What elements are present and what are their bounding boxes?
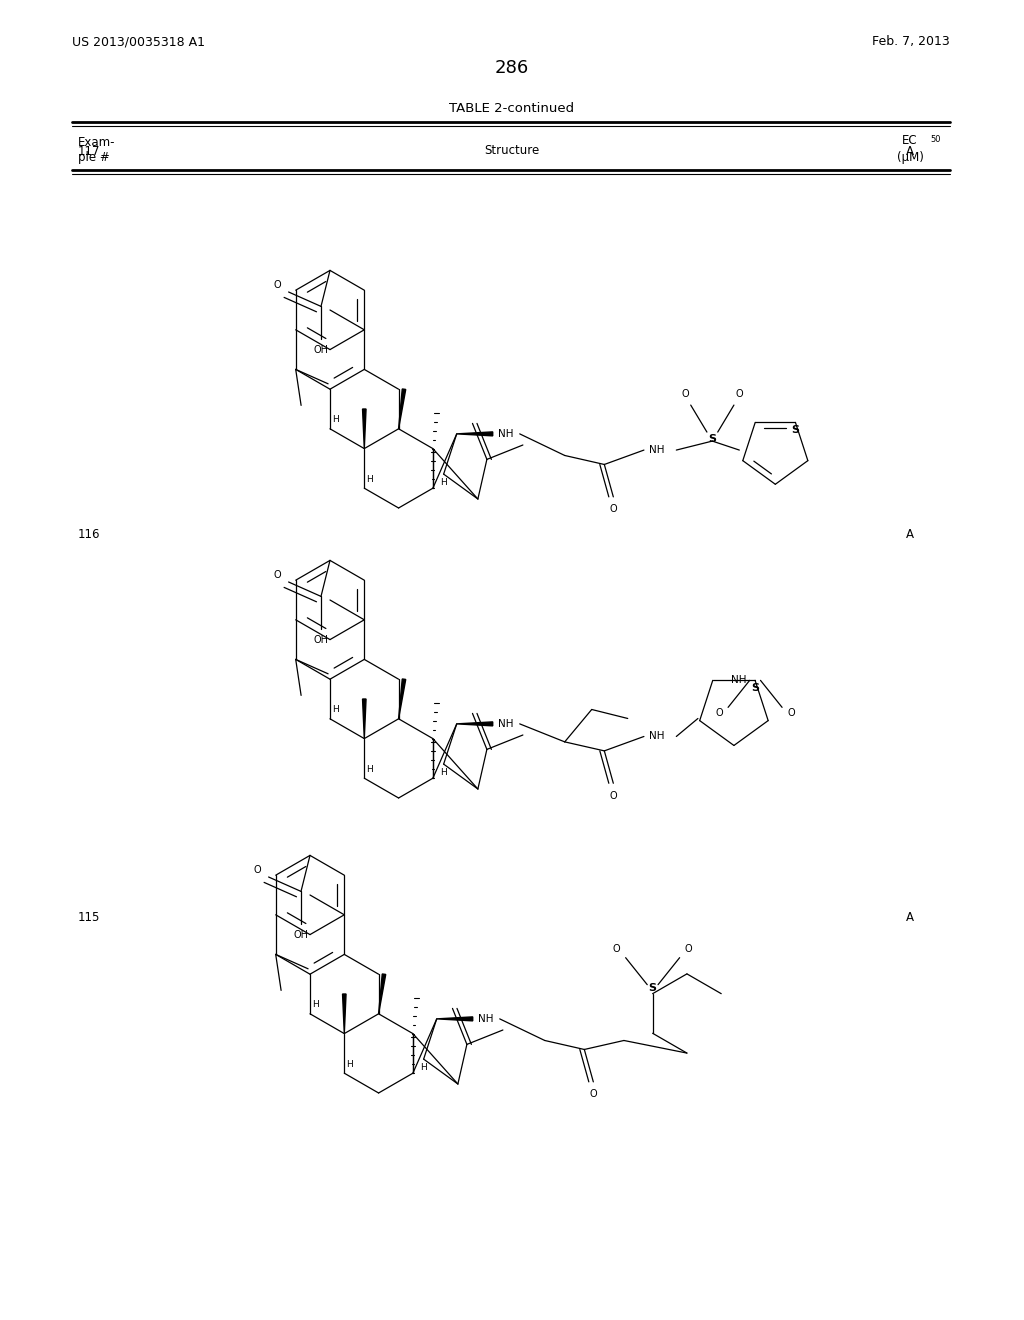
Text: NH: NH <box>649 731 665 742</box>
Polygon shape <box>398 678 406 719</box>
Polygon shape <box>398 389 406 429</box>
Text: H: H <box>332 705 339 714</box>
Polygon shape <box>457 432 493 436</box>
Text: H: H <box>367 475 373 483</box>
Text: H: H <box>312 1001 318 1010</box>
Polygon shape <box>379 974 386 1014</box>
Polygon shape <box>362 700 366 739</box>
Text: O: O <box>274 570 282 579</box>
Text: O: O <box>787 708 795 718</box>
Text: H: H <box>367 764 373 774</box>
Text: Exam-: Exam- <box>78 136 116 149</box>
Text: EC: EC <box>902 133 918 147</box>
Text: OH: OH <box>313 635 329 644</box>
Text: O: O <box>609 791 617 801</box>
Text: O: O <box>735 389 743 399</box>
Text: O: O <box>274 280 282 290</box>
Text: S: S <box>709 434 717 445</box>
Text: O: O <box>716 708 723 718</box>
Text: 116: 116 <box>78 528 100 541</box>
Text: 117: 117 <box>78 145 100 158</box>
Text: 286: 286 <box>495 59 529 77</box>
Text: NH: NH <box>498 719 514 729</box>
Polygon shape <box>343 994 346 1034</box>
Text: OH: OH <box>294 929 308 940</box>
Text: H: H <box>440 478 447 487</box>
Text: 50: 50 <box>930 136 940 144</box>
Text: TABLE 2-continued: TABLE 2-continued <box>450 102 574 115</box>
Text: A: A <box>906 145 914 158</box>
Text: Feb. 7, 2013: Feb. 7, 2013 <box>872 36 950 49</box>
Text: H: H <box>346 1060 353 1069</box>
Text: NH: NH <box>478 1014 494 1024</box>
Text: Structure: Structure <box>484 144 540 157</box>
Text: O: O <box>590 1089 597 1100</box>
Text: S: S <box>792 425 800 434</box>
Text: H: H <box>420 1064 427 1072</box>
Polygon shape <box>362 409 366 449</box>
Text: US 2013/0035318 A1: US 2013/0035318 A1 <box>72 36 205 49</box>
Text: O: O <box>612 944 621 953</box>
Text: A: A <box>906 911 914 924</box>
Text: S: S <box>751 682 759 693</box>
Text: H: H <box>332 416 339 424</box>
Text: H: H <box>440 768 447 777</box>
Text: O: O <box>682 389 689 399</box>
Text: 115: 115 <box>78 911 100 924</box>
Text: S: S <box>648 983 656 993</box>
Text: NH: NH <box>731 676 746 685</box>
Text: O: O <box>685 944 692 953</box>
Text: O: O <box>254 865 261 875</box>
Text: O: O <box>609 504 617 515</box>
Polygon shape <box>436 1016 473 1020</box>
Text: NH: NH <box>498 429 514 438</box>
Text: A: A <box>906 528 914 541</box>
Text: (μM): (μM) <box>897 152 924 165</box>
Text: ple #: ple # <box>78 152 110 165</box>
Text: NH: NH <box>649 445 665 455</box>
Polygon shape <box>457 722 493 726</box>
Text: OH: OH <box>313 345 329 355</box>
